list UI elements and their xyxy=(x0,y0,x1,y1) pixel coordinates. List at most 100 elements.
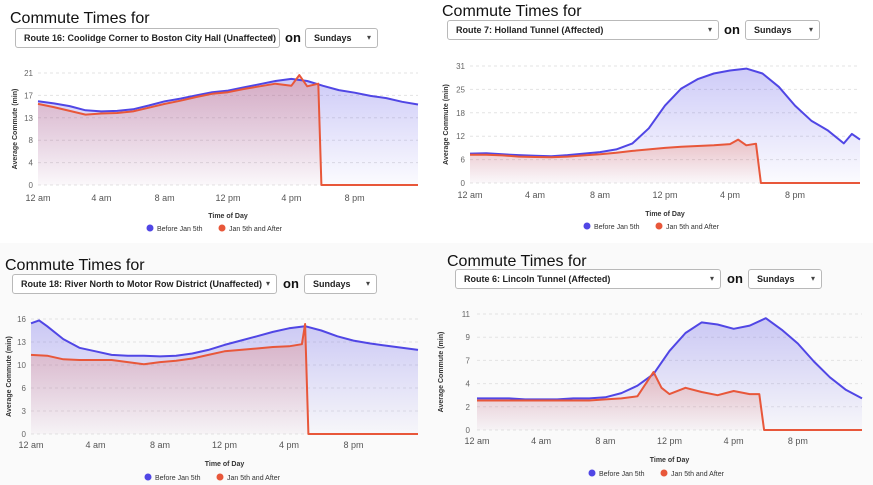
x-tick-label: 4 am xyxy=(525,190,545,200)
y-tick-label: 6 xyxy=(22,384,27,393)
day-select-value: Sundays xyxy=(757,274,795,284)
legend-label-before[interactable]: Before Jan 5th xyxy=(157,226,203,233)
chart-panel-route-18: Commute Times for Route 18: River North … xyxy=(0,243,432,485)
x-tick-label: 12 pm xyxy=(212,440,237,450)
day-select[interactable]: Sundays ▾ xyxy=(304,274,377,294)
x-tick-label: 4 pm xyxy=(279,440,299,450)
route-select[interactable]: Route 7: Holland Tunnel (Affected) ▾ xyxy=(447,20,719,40)
series-line-before[interactable] xyxy=(30,319,419,358)
x-tick-label: 12 pm xyxy=(657,436,682,446)
legend-label-after[interactable]: Jan 5th and After xyxy=(227,475,281,482)
legend-label-after[interactable]: Jan 5th and After xyxy=(229,226,283,233)
y-tick-label: 0 xyxy=(461,179,466,188)
x-tick-label: 8 pm xyxy=(785,190,805,200)
legend-marker-after[interactable] xyxy=(218,224,226,232)
legend-label-after[interactable]: Jan 5th and After xyxy=(666,224,720,231)
chart-title: Commute Times for xyxy=(442,3,582,20)
day-select[interactable]: Sundays ▾ xyxy=(748,269,822,289)
x-axis-title: Time of Day xyxy=(208,213,248,220)
chevron-down-icon: ▾ xyxy=(808,25,813,34)
legend-label-before[interactable]: Before Jan 5th xyxy=(599,471,645,478)
series-line-before[interactable] xyxy=(469,67,861,158)
x-tick-label: 8 am xyxy=(155,193,175,203)
x-tick-label: 4 pm xyxy=(720,190,740,200)
x-axis-title: Time of Day xyxy=(205,461,245,468)
y-tick-label: 2 xyxy=(466,403,471,412)
route-select-value: Route 18: River North to Motor Row Distr… xyxy=(21,279,263,289)
route-select[interactable]: Route 16: Coolidge Corner to Boston City… xyxy=(15,28,280,48)
chevron-down-icon: ▾ xyxy=(366,33,371,42)
on-label: on xyxy=(285,30,301,45)
x-tick-label: 4 pm xyxy=(281,193,301,203)
x-tick-label: 12 pm xyxy=(215,193,240,203)
day-select-value: Sundays xyxy=(754,25,792,35)
legend-marker-before[interactable] xyxy=(146,224,154,232)
chart-plot: 0 4 8 13 17 21 12 am 4 am 8 am 12 pm 4 pm 8 pm Avera… xyxy=(12,69,419,233)
y-tick-label: 13 xyxy=(17,338,26,347)
legend-marker-after[interactable] xyxy=(216,473,224,481)
series-line-after[interactable] xyxy=(470,138,860,184)
day-select[interactable]: Sundays ▾ xyxy=(305,28,378,48)
chart-panel-route-6: Commute Times for Route 6: Lincoln Tunne… xyxy=(432,243,873,485)
y-tick-label: 11 xyxy=(462,310,471,319)
chart-panel-route-16: Commute Times for Route 16: Coolidge Cor… xyxy=(0,0,432,243)
series-line-after[interactable] xyxy=(37,74,418,186)
series-line-after[interactable] xyxy=(477,371,862,431)
chevron-down-icon: ▾ xyxy=(265,279,270,288)
x-tick-label: 8 am xyxy=(150,440,170,450)
series-area-after xyxy=(31,324,418,434)
legend-marker-before[interactable] xyxy=(583,222,591,230)
y-tick-label: 4 xyxy=(29,159,34,168)
route-select[interactable]: Route 6: Lincoln Tunnel (Affected) ▾ xyxy=(455,269,721,289)
series-line-before[interactable] xyxy=(477,317,863,401)
chevron-down-icon: ▾ xyxy=(709,274,714,283)
x-tick-label: 4 am xyxy=(531,436,551,446)
legend-label-after[interactable]: Jan 5th and After xyxy=(671,471,725,478)
route-select[interactable]: Route 18: River North to Motor Row Distr… xyxy=(12,274,277,294)
on-label: on xyxy=(727,271,743,286)
x-tick-label: 12 pm xyxy=(652,190,677,200)
chart-title: Commute Times for xyxy=(447,253,587,270)
legend-marker-after[interactable] xyxy=(655,222,663,230)
y-tick-label: 25 xyxy=(456,85,465,94)
y-tick-label: 16 xyxy=(17,315,26,324)
y-axis-title: Average Commute (min) xyxy=(6,336,13,417)
y-tick-label: 12 xyxy=(456,132,465,141)
chevron-down-icon: ▾ xyxy=(365,279,370,288)
x-tick-label: 12 am xyxy=(464,436,489,446)
route-select-value: Route 6: Lincoln Tunnel (Affected) xyxy=(464,274,611,284)
legend-marker-before[interactable] xyxy=(588,469,596,477)
y-axis-title: Average Commute (min) xyxy=(12,89,19,170)
y-tick-label: 13 xyxy=(24,114,33,123)
y-tick-label: 9 xyxy=(466,333,471,342)
y-tick-label: 8 xyxy=(29,136,34,145)
y-tick-label: 7 xyxy=(466,356,471,365)
x-tick-label: 8 pm xyxy=(788,436,808,446)
legend-marker-before[interactable] xyxy=(144,473,152,481)
y-tick-label: 0 xyxy=(466,426,471,435)
legend-label-before[interactable]: Before Jan 5th xyxy=(155,475,201,482)
chart-panel-route-7: Commute Times for Route 7: Holland Tunne… xyxy=(432,0,873,243)
series-line-before[interactable] xyxy=(37,77,419,113)
legend-label-before[interactable]: Before Jan 5th xyxy=(594,224,640,231)
chart-title: Commute Times for xyxy=(10,10,150,27)
route-select-value: Route 16: Coolidge Corner to Boston City… xyxy=(24,33,277,43)
x-tick-label: 12 am xyxy=(457,190,482,200)
y-axis-title: Average Commute (min) xyxy=(438,332,445,413)
legend-marker-after[interactable] xyxy=(660,469,668,477)
x-axis-title: Time of Day xyxy=(650,457,690,464)
chart-plot: 0 6 12 18 25 31 12 am 4 am 8 am 12 pm 4 pm 8 pm Aver… xyxy=(443,62,861,231)
series-area-after xyxy=(38,75,418,185)
series-area-after xyxy=(477,372,862,430)
y-tick-label: 31 xyxy=(456,62,465,71)
y-tick-label: 3 xyxy=(22,407,27,416)
y-axis-title: Average Commute (min) xyxy=(443,84,450,165)
series-line-after[interactable] xyxy=(30,323,418,435)
x-axis-title: Time of Day xyxy=(645,211,685,218)
x-tick-label: 4 am xyxy=(85,440,105,450)
x-tick-label: 8 pm xyxy=(345,193,365,203)
on-label: on xyxy=(724,22,740,37)
y-tick-label: 4 xyxy=(466,380,471,389)
day-select[interactable]: Sundays ▾ xyxy=(745,20,820,40)
series-area-after xyxy=(470,139,860,183)
